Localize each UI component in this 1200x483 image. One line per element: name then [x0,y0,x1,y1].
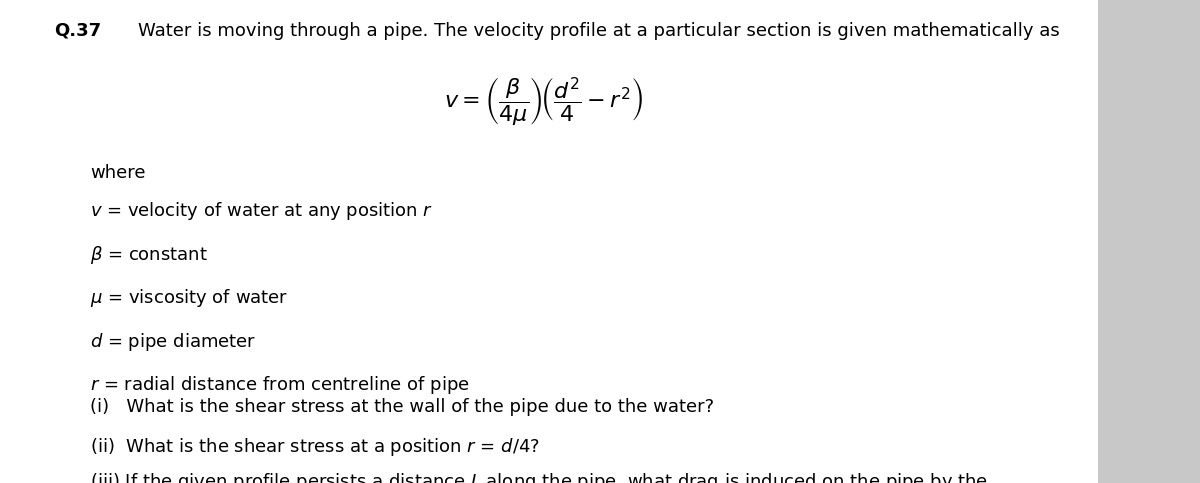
Text: $\beta$ = constant: $\beta$ = constant [90,244,208,266]
Text: $d$ = pipe diameter: $d$ = pipe diameter [90,331,256,353]
Text: (iii) If the given profile persists a distance $L$ along the pipe, what drag is : (iii) If the given profile persists a di… [90,471,988,483]
Text: $v$ = velocity of water at any position $r$: $v$ = velocity of water at any position … [90,200,433,223]
Text: (i)   What is the shear stress at the wall of the pipe due to the water?: (i) What is the shear stress at the wall… [90,398,714,416]
Text: $r$ = radial distance from centreline of pipe: $r$ = radial distance from centreline of… [90,374,469,397]
Text: where: where [90,164,145,182]
FancyBboxPatch shape [0,0,1098,483]
Text: $v = \left(\dfrac{\beta}{4\mu}\right)\!\left(\dfrac{d^2}{4} - r^2\right)$: $v = \left(\dfrac{\beta}{4\mu}\right)\!\… [444,75,643,127]
Text: $\mu$ = viscosity of water: $\mu$ = viscosity of water [90,287,288,310]
Text: (ii)  What is the shear stress at a position $r$ = $d$/4?: (ii) What is the shear stress at a posit… [90,436,540,458]
Text: Water is moving through a pipe. The velocity profile at a particular section is : Water is moving through a pipe. The velo… [138,22,1060,40]
Text: Q.37: Q.37 [54,22,101,40]
